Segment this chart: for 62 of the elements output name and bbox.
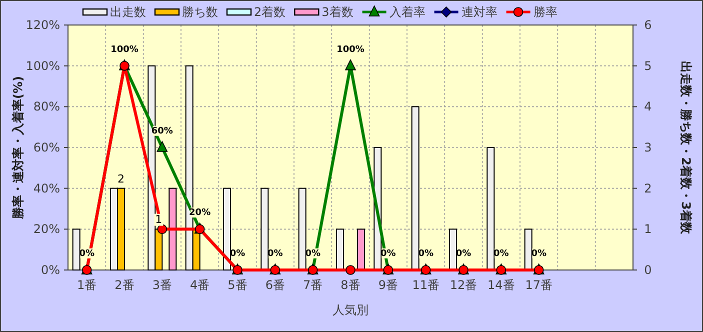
y2-tick-label: 0 <box>644 263 652 277</box>
y2-tick-label: 2 <box>644 181 652 196</box>
bar <box>298 188 306 270</box>
data-label: 0% <box>494 249 509 259</box>
data-label: 100% <box>110 44 138 55</box>
data-label: 60% <box>151 126 173 136</box>
legend-label: 出走数 <box>110 5 146 19</box>
point <box>345 59 356 70</box>
point <box>157 224 168 234</box>
legend-label: 勝率 <box>533 5 558 19</box>
point <box>346 265 356 275</box>
bar <box>411 106 420 270</box>
bar <box>336 228 344 270</box>
data-label: 0% <box>380 249 396 259</box>
y2-tick-label: 6 <box>644 18 652 32</box>
legend-label: 連対率 <box>461 5 498 19</box>
data-label: 0% <box>268 249 283 259</box>
y-axis-title: 勝率・連対率・入着率(%) <box>11 76 25 220</box>
bar <box>449 228 457 270</box>
y-tick-label: 0% <box>40 263 60 277</box>
x-tick-label: 5番 <box>228 278 248 292</box>
data-label: 0% <box>531 249 546 259</box>
x-tick-label: 11番 <box>412 278 440 292</box>
x-axis-title: 人気別 <box>332 303 368 317</box>
data-label: 1 <box>155 213 162 226</box>
legend-label: 勝ち数 <box>182 5 218 19</box>
y-tick-label: 100% <box>26 58 60 73</box>
legend-label: 3着数 <box>322 5 354 19</box>
x-tick-label: 9番 <box>378 278 398 292</box>
bar <box>486 147 495 270</box>
bar <box>524 228 532 270</box>
bar <box>260 188 269 270</box>
data-label: 20% <box>189 208 211 218</box>
data-label: 0% <box>418 249 434 259</box>
y-tick-label: 20% <box>33 222 60 236</box>
y-tick-label: 80% <box>33 100 60 114</box>
data-label: 0% <box>79 249 94 259</box>
x-tick-label: 12番 <box>450 278 478 292</box>
y-tick-label: 60% <box>33 140 60 154</box>
x-tick-label: 8番 <box>340 278 360 292</box>
x-tick-label: 6番 <box>265 278 285 292</box>
data-label: 0% <box>305 249 320 259</box>
data-label: 100% <box>336 44 364 55</box>
x-tick-label: 2番 <box>114 278 134 292</box>
bar <box>357 228 365 270</box>
x-tick-label: 1番 <box>77 278 97 292</box>
y-tick-label: 40% <box>33 181 60 196</box>
y2-tick-label: 1 <box>644 222 652 236</box>
x-tick-label: 17番 <box>525 278 552 292</box>
y2-tick-label: 5 <box>644 58 652 73</box>
x-tick-label: 3番 <box>152 278 172 292</box>
y2-axis-title: 出走数・勝ち数・2着数・3着数 <box>679 61 693 235</box>
legend-label: 入着率 <box>389 5 426 19</box>
y-tick-label: 120% <box>26 18 60 32</box>
point <box>156 141 168 152</box>
x-tick-label: 7番 <box>303 278 323 292</box>
y2-tick-label: 4 <box>644 100 652 114</box>
y2-tick-label: 3 <box>644 140 652 154</box>
data-label: 2 <box>118 172 124 186</box>
x-tick-label: 14番 <box>488 278 515 292</box>
legend-label: 2着数 <box>254 5 286 19</box>
x-tick-label: 4番 <box>190 278 210 292</box>
